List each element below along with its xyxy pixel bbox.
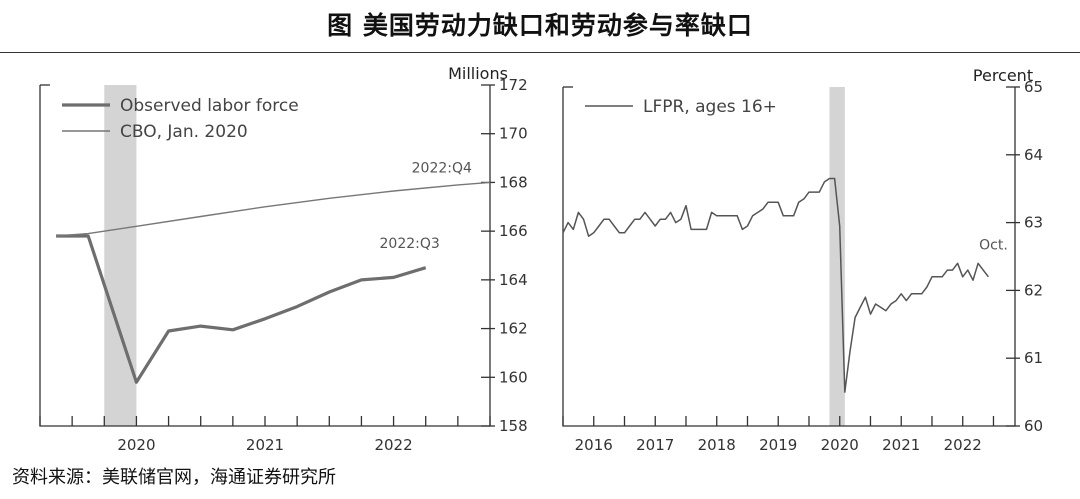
y-tick-label: 63	[1024, 214, 1043, 232]
labor-force-chart: 158 160 162 164 166 168 170 172 2020 2021 2022 Ob…	[39, 64, 528, 454]
y-tick-label: 65	[1024, 78, 1043, 96]
x-axis: 2020 2021 2022	[39, 416, 491, 454]
x-tick-label: 2020	[117, 436, 155, 454]
y-tick-label: 170	[499, 125, 528, 143]
legend: LFPR, ages 16+	[585, 97, 777, 117]
x-axis: 2016 2017 2018 2019 2020 2021 2022	[562, 416, 995, 454]
legend-label-cbo-jan-2020: CBO, Jan. 2020	[120, 122, 248, 142]
plot-frame	[562, 87, 1016, 427]
x-tick-label: 2019	[759, 436, 797, 454]
y-tick-label: 61	[1024, 349, 1043, 367]
y-tick-label: 168	[499, 173, 528, 191]
y-axis: 158 160 162 164 166 168 170 172	[481, 76, 528, 435]
source-note: 资料来源：美联储官网，海通证券研究所	[12, 467, 336, 488]
y-tick-label: 62	[1024, 281, 1043, 299]
chart-frame	[562, 86, 1016, 427]
annotations: 2022:Q4 2022:Q3	[380, 161, 473, 253]
x-tick-label: 2022	[944, 436, 982, 454]
annotation-label: 2022:Q3	[380, 236, 440, 252]
y-axis: 60 61 62 63 64 65	[1006, 78, 1043, 435]
annotation-label: Oct.	[979, 238, 1008, 254]
y-tick-label: 166	[499, 222, 528, 240]
y-tick-label: 164	[499, 271, 528, 289]
figure-title: 图 美国劳动力缺口和劳动参与率缺口	[327, 11, 753, 40]
legend-label-lfpr-ages-16: LFPR, ages 16+	[643, 97, 777, 117]
series-layer	[56, 181, 491, 384]
y-tick-label: 60	[1024, 417, 1043, 435]
series-line-cbo-jan-2020	[56, 181, 491, 237]
recession-shade	[829, 87, 845, 426]
x-tick-label: 2021	[246, 436, 284, 454]
x-tick-label: 2017	[636, 436, 674, 454]
title-divider	[0, 52, 1080, 53]
x-tick-label: 2020	[821, 436, 859, 454]
annotations: Oct.	[979, 238, 1008, 254]
annotation-label: 2022:Q4	[412, 161, 472, 177]
x-tick-label: 2022	[374, 436, 412, 454]
y-tick-label: 160	[499, 368, 528, 386]
series-line-observed-labor-force	[56, 234, 427, 384]
series-layer	[562, 177, 989, 393]
y-tick-label: 158	[499, 417, 528, 435]
y-unit-label: Millions	[448, 64, 508, 83]
lfpr-chart: 60 61 62 63 64 65 2016 2017 2018 2019 2020 2021 202…	[562, 66, 1043, 454]
y-unit-label: Percent	[973, 66, 1033, 85]
legend: Observed labor force CBO, Jan. 2020	[62, 96, 299, 142]
recession-band	[829, 87, 845, 426]
x-tick-label: 2021	[882, 436, 920, 454]
legend-label-observed-labor-force: Observed labor force	[120, 96, 299, 116]
y-tick-label: 172	[499, 76, 528, 94]
y-tick-label: 162	[499, 320, 528, 338]
x-tick-label: 2018	[698, 436, 736, 454]
series-line-lfpr-ages-16	[562, 177, 989, 393]
y-tick-label: 64	[1024, 146, 1043, 164]
x-tick-label: 2016	[575, 436, 613, 454]
